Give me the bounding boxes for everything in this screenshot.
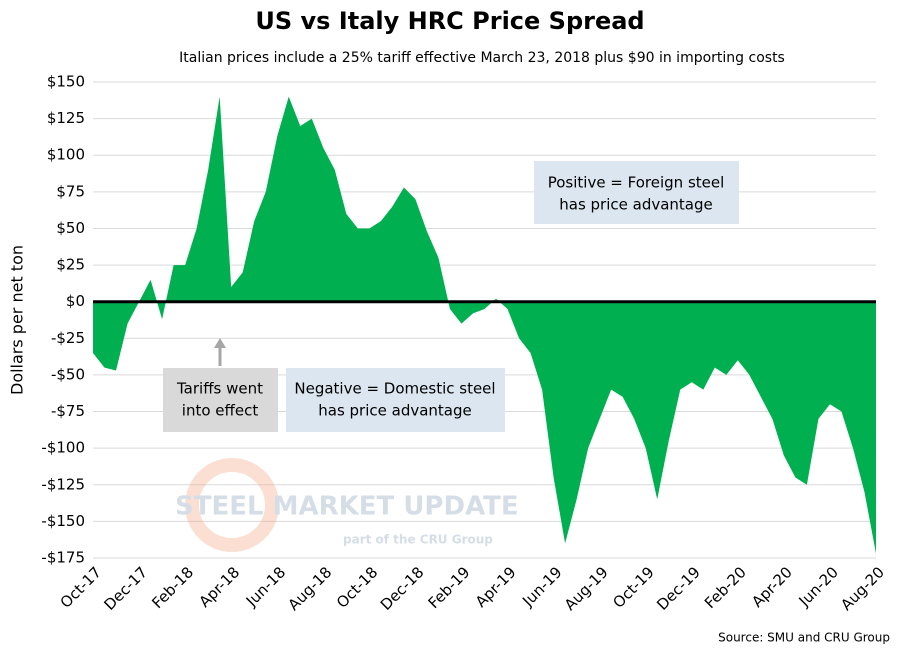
x-tick-label: Aug-19 <box>561 563 612 614</box>
arrow-head <box>214 338 226 348</box>
watermark: STEEL MARKET UPDATE part of the CRU Grou… <box>175 458 519 552</box>
x-tick-label: Apr-20 <box>748 563 796 611</box>
y-tick-label: -$100 <box>41 439 85 457</box>
chart-subtitle: Italian prices include a 25% tariff effe… <box>179 50 785 66</box>
x-tick-label: Dec-19 <box>653 563 704 614</box>
y-tick-label: -$50 <box>51 365 85 383</box>
annotation-box <box>163 368 278 432</box>
x-tick-label: Dec-18 <box>377 563 428 614</box>
source: Source: SMU and CRU Group <box>718 631 890 645</box>
y-axis-label: Dollars per net ton <box>8 245 27 395</box>
annotation: has price advantage <box>559 196 713 214</box>
y-tick-label: $75 <box>56 182 85 200</box>
logo-ring <box>185 458 279 552</box>
y-tick-label: -$75 <box>51 402 85 420</box>
area <box>93 96 876 554</box>
chart-title: US vs Italy HRC Price Spread <box>255 7 644 35</box>
y-tick-label: -$175 <box>41 549 85 567</box>
x-tick-label: Feb-19 <box>425 563 474 612</box>
annotation-box <box>534 161 739 224</box>
y-tick-label: -$125 <box>41 475 85 493</box>
y-tick-label: $0 <box>66 292 85 310</box>
x-tick-label: Dec-17 <box>100 563 151 614</box>
annotation: into effect <box>182 402 259 420</box>
x-tick-label: Aug-18 <box>285 563 336 614</box>
x-tick-label: Jun-19 <box>518 563 565 610</box>
x-tick-label: Oct-17 <box>57 563 105 611</box>
x-tick-label: Feb-20 <box>701 563 750 612</box>
y-tick-label: $125 <box>47 109 85 127</box>
annotation: Tariffs went <box>176 380 263 398</box>
annotation-box <box>286 368 505 432</box>
watermark-text: STEEL MARKET UPDATE <box>175 492 519 522</box>
x-tick-label: Jun-18 <box>242 563 289 610</box>
y-tick-label: -$25 <box>51 329 85 347</box>
watermark-subtext: part of the CRU Group <box>343 533 493 547</box>
x-tick-label: Apr-19 <box>472 563 520 611</box>
y-tick-label: $25 <box>56 256 85 274</box>
annotation: Negative = Domestic steel <box>294 380 495 398</box>
x-tick-label: Jun-20 <box>795 563 842 610</box>
y-tick-label: $50 <box>56 219 85 237</box>
x-tick-label: Apr-18 <box>195 563 243 611</box>
y-tick-label: -$150 <box>41 512 85 530</box>
x-tick-label: Oct-18 <box>333 563 381 611</box>
annotation: has price advantage <box>318 402 472 420</box>
x-tick-label: Feb-18 <box>148 563 197 612</box>
y-tick-label: $150 <box>47 73 85 91</box>
y-tick-label: $100 <box>47 146 85 164</box>
x-tick-label: Oct-19 <box>609 563 657 611</box>
annotation: Positive = Foreign steel <box>548 174 725 192</box>
x-tick-label: Aug-20 <box>837 563 888 614</box>
